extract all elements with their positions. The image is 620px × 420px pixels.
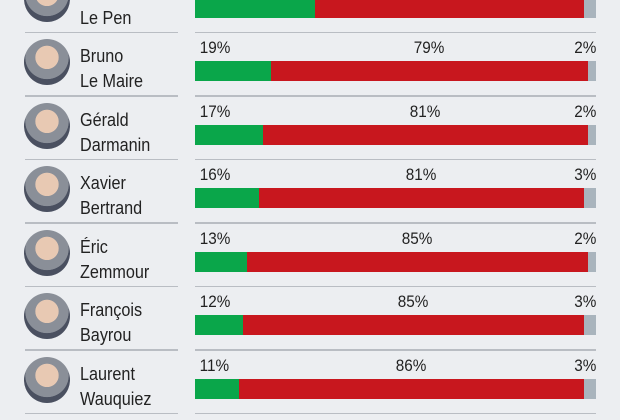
first-name: Laurent — [80, 363, 135, 384]
data-label-negative: 85% — [401, 228, 432, 248]
bar-segment-positive — [195, 124, 264, 145]
candidate-photo — [24, 0, 70, 22]
first-name: Xavier — [80, 173, 126, 193]
first-name: Bruno — [80, 46, 124, 66]
candidate-photo — [24, 229, 70, 276]
candidate-photo — [24, 166, 70, 212]
bar-segment-negative — [239, 378, 584, 399]
data-label-positive: 13% — [199, 228, 231, 248]
bar-segment-no-opinion — [583, 0, 596, 18]
stacked-bar — [195, 315, 596, 335]
bar-segment-negative — [259, 188, 584, 208]
data-label-negative: 85% — [397, 292, 428, 311]
data-label-no-opinion: 3% — [574, 355, 597, 375]
candidate-photo — [24, 39, 70, 85]
data-label-negative: 79% — [413, 38, 444, 57]
data-label-no-opinion: 3% — [574, 165, 597, 184]
bar-segment-no-opinion — [583, 315, 596, 335]
row-divider — [195, 31, 596, 33]
row-divider — [25, 285, 178, 287]
row-divider — [195, 412, 596, 414]
stacked-bar — [195, 378, 596, 399]
last-name: Bertrand — [80, 198, 143, 218]
last-name: Zemmour — [80, 261, 150, 282]
data-label-no-opinion: 2% — [574, 101, 597, 121]
bar-segment-negative — [247, 251, 588, 272]
data-label-positive: 16% — [199, 165, 231, 184]
candidate-name: Éric Zemmour — [80, 235, 149, 285]
candidate-row: Gérald Darmanin 17% 81% 2% — [0, 96, 620, 160]
row-divider — [25, 95, 178, 97]
row-divider — [195, 222, 596, 224]
row-divider — [195, 95, 596, 97]
bar-segment-no-opinion — [583, 378, 596, 399]
candidate-name: MarineLe Pen — [80, 0, 131, 31]
last-name: Darmanin — [80, 134, 151, 155]
data-label-positive: 12% — [199, 292, 231, 311]
row-divider — [195, 285, 596, 287]
first-name: Gérald — [80, 109, 129, 130]
bar-segment-negative — [271, 61, 588, 81]
candidate-photo — [24, 356, 70, 403]
bar-segment-positive — [195, 315, 244, 335]
candidate-photo — [24, 293, 70, 339]
bar-segment-positive — [195, 61, 272, 81]
data-label-positive: 17% — [199, 101, 231, 121]
last-name: Le Pen — [80, 7, 132, 28]
candidate-name: Gérald Darmanin — [80, 108, 150, 158]
row-divider — [25, 31, 178, 33]
row-divider — [25, 222, 178, 224]
candidate-name: Bruno Le Maire — [80, 44, 143, 94]
bar-segment-no-opinion — [587, 124, 596, 145]
last-name: Le Maire — [80, 71, 144, 91]
data-label-positive: 19% — [199, 38, 231, 57]
candidate-photo — [24, 102, 70, 149]
row-divider — [195, 349, 596, 351]
bar-segment-negative — [263, 124, 588, 145]
data-label-no-opinion: 3% — [574, 292, 597, 311]
candidate-row: Laurent Wauquiez 11% 86% 3% — [0, 350, 620, 414]
data-label-negative: 86% — [395, 355, 426, 375]
first-name: François — [80, 300, 143, 320]
last-name: Wauquiez — [80, 388, 152, 409]
bar-segment-negative — [315, 0, 584, 18]
row-divider — [25, 158, 178, 160]
first-name: Marine — [80, 0, 131, 6]
bar-segment-positive — [195, 251, 248, 272]
candidate-row: Éric Zemmour 13% 85% 2% — [0, 223, 620, 287]
data-label-negative: 81% — [405, 165, 436, 184]
data-label-no-opinion: 2% — [574, 38, 597, 57]
candidate-name: Xavier Bertrand — [80, 171, 142, 221]
data-label-positive: 11% — [199, 355, 230, 375]
candidate-name: Laurent Wauquiez — [80, 362, 151, 412]
bar-segment-no-opinion — [587, 61, 596, 81]
row-divider — [25, 412, 178, 414]
stacked-bar — [195, 61, 596, 81]
candidate-row: Xavier Bertrand 16% 81% 3% — [0, 159, 620, 224]
stacked-bar — [195, 0, 596, 18]
row-divider — [25, 349, 178, 351]
first-name: Éric — [80, 236, 108, 257]
bar-segment-positive — [195, 0, 316, 18]
bar-segment-positive — [195, 378, 240, 399]
data-label-no-opinion: 2% — [574, 228, 597, 248]
candidate-name: François Bayrou — [80, 298, 142, 348]
row-divider — [195, 158, 596, 160]
data-label-negative: 81% — [409, 101, 440, 121]
bar-segment-no-opinion — [583, 188, 596, 208]
last-name: Bayrou — [80, 325, 132, 345]
stacked-bar — [195, 251, 596, 272]
stacked-bar — [195, 188, 596, 208]
bar-segment-positive — [195, 188, 260, 208]
candidate-row: MarineLe Pen — [0, 0, 620, 33]
stacked-bar — [195, 124, 596, 145]
candidate-row: Bruno Le Maire 19% 79% 2% — [0, 32, 620, 97]
bar-segment-no-opinion — [587, 251, 596, 272]
bar-segment-negative — [243, 315, 584, 335]
candidate-row: François Bayrou 12% 85% 3% — [0, 286, 620, 351]
